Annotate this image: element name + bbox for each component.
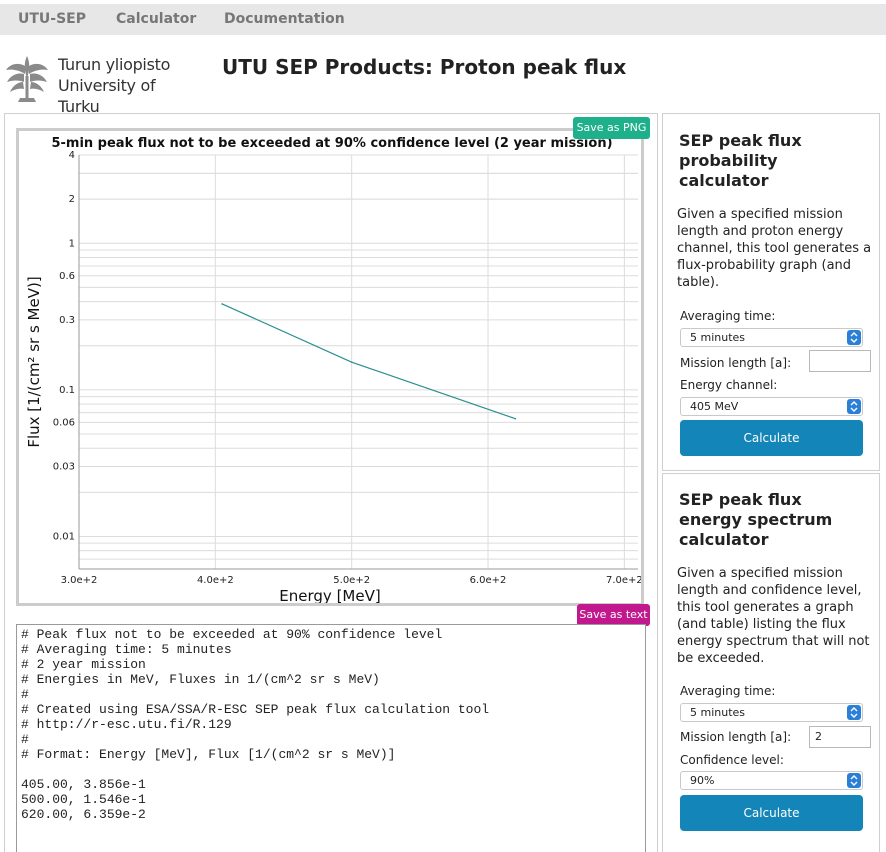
text-output-line: # Averaging time: 5 minutes <box>21 642 232 657</box>
averaging-time-select[interactable]: 5 minutes <box>680 328 863 347</box>
y-tick-label: 2 <box>69 194 75 205</box>
page-title: UTU SEP Products: Proton peak flux <box>222 55 627 79</box>
x-tick-label: 6.0e+2 <box>470 575 507 586</box>
y-tick-label: 0.06 <box>53 417 75 428</box>
mission-length-label: Mission length [a]: <box>680 356 792 370</box>
probability-calculate-button[interactable]: Calculate <box>680 420 863 456</box>
nav-item-calculator[interactable]: Calculator <box>116 11 197 27</box>
mission-length-label-2: Mission length [a]: <box>680 730 792 744</box>
probability-calculator-description: Given a specified mission length and pro… <box>677 207 872 290</box>
text-output[interactable]: # Peak flux not to be exceeded at 90% co… <box>16 624 646 852</box>
y-tick-label: 0.01 <box>53 531 75 542</box>
select-arrows-icon <box>847 330 861 345</box>
chart-title: 5-min peak flux not to be exceeded at 90… <box>51 136 612 151</box>
university-crest-icon <box>6 56 48 102</box>
y-tick-label: 1 <box>69 238 75 249</box>
select-arrows-icon <box>847 705 861 720</box>
text-output-line: # Energies in MeV, Fluxes in 1/(cm^2 sr … <box>21 672 380 687</box>
chart-frame: 4 2 1 0.6 0.3 0.1 0.06 0.03 0.01 3.0e+2 4.0e+2 5.0e… <box>16 128 644 606</box>
y-tick-label: 0.03 <box>53 462 75 473</box>
x-tick-label: 5.0e+2 <box>333 575 370 586</box>
logo-line-english: University of Turku <box>58 76 156 116</box>
x-tick-label: 3.0e+2 <box>61 575 98 586</box>
logo-line-finnish: Turun yliopisto <box>58 55 171 74</box>
probability-calculator-title: SEP peak flux probability calculator <box>679 131 802 190</box>
text-output-line: # http://r-esc.utu.fi/R.129 <box>21 717 232 732</box>
averaging-time-value: 5 minutes <box>690 331 746 344</box>
y-tick-label: 0.1 <box>59 385 75 396</box>
confidence-level-value: 90% <box>690 774 715 787</box>
select-arrows-icon <box>847 399 861 414</box>
text-output-line: # Format: Energy [MeV], Flux [1/(cm^2 sr… <box>21 747 396 762</box>
spectrum-calculator-panel: SEP peak flux energy spectrum calculator… <box>662 473 880 852</box>
logo-text: Turun yliopisto University of Turku <box>58 54 194 117</box>
save-text-button[interactable]: Save as text <box>577 604 650 626</box>
confidence-level-select[interactable]: 90% <box>680 771 863 790</box>
nav-item-utu-sep[interactable]: UTU-SEP <box>18 11 87 27</box>
flux-data-point <box>350 361 353 363</box>
flux-chart: 4 2 1 0.6 0.3 0.1 0.06 0.03 0.01 3.0e+2 4.0e+2 5.0e… <box>25 136 641 603</box>
energy-channel-value: 405 MeV <box>690 400 739 413</box>
top-nav: UTU-SEP Calculator Documentation <box>0 4 886 35</box>
text-output-line: # <box>21 687 29 702</box>
spectrum-calculate-button[interactable]: Calculate <box>680 795 863 831</box>
mission-length-input-2[interactable]: 2 <box>809 726 871 748</box>
text-output-line: # Peak flux not to be exceeded at 90% co… <box>21 627 443 642</box>
spectrum-calculator-description: Given a specified mission length and con… <box>677 566 870 666</box>
probability-calculator-panel: SEP peak flux probability calculator Giv… <box>662 113 880 471</box>
y-tick-label: 0.3 <box>59 315 75 326</box>
text-output-line: 500.00, 1.546e-1 <box>21 792 146 807</box>
flux-series-line <box>221 303 516 420</box>
text-output-line: # Created using ESA/SSA/R-ESC SEP peak f… <box>21 702 490 717</box>
university-logo[interactable]: Turun yliopisto University of Turku <box>4 50 194 116</box>
save-png-button[interactable]: Save as PNG <box>573 117 650 139</box>
averaging-time-label-2: Averaging time: <box>680 684 776 698</box>
confidence-level-label: Confidence level: <box>680 753 784 767</box>
flux-data-point <box>221 303 223 305</box>
energy-channel-select[interactable]: 405 MeV <box>680 397 863 416</box>
select-arrows-icon <box>847 773 861 788</box>
nav-item-documentation[interactable]: Documentation <box>224 11 345 27</box>
energy-channel-label: Energy channel: <box>680 378 778 392</box>
results-panel <box>4 113 658 852</box>
text-output-line: # 2 year mission <box>21 657 146 672</box>
averaging-time-value-2: 5 minutes <box>690 706 746 719</box>
averaging-time-label: Averaging time: <box>680 309 776 323</box>
text-output-line: # <box>21 732 29 747</box>
text-output-line: 405.00, 3.856e-1 <box>21 777 146 792</box>
x-tick-label: 7.0e+2 <box>606 575 641 586</box>
x-tick-label: 4.0e+2 <box>197 575 234 586</box>
spectrum-calculator-title: SEP peak flux energy spectrum calculator <box>679 490 833 549</box>
averaging-time-select-2[interactable]: 5 minutes <box>680 703 863 722</box>
y-tick-label: 0.6 <box>59 271 75 282</box>
y-axis-label: Flux [1/(cm² sr s MeV)] <box>25 276 43 447</box>
text-output-line <box>21 762 641 777</box>
y-tick-label: 4 <box>69 150 75 161</box>
text-output-line: 620.00, 6.359e-2 <box>21 807 146 822</box>
x-axis-label: Energy [MeV] <box>279 587 380 603</box>
flux-data-point <box>514 417 517 420</box>
mission-length-input[interactable] <box>809 350 871 372</box>
